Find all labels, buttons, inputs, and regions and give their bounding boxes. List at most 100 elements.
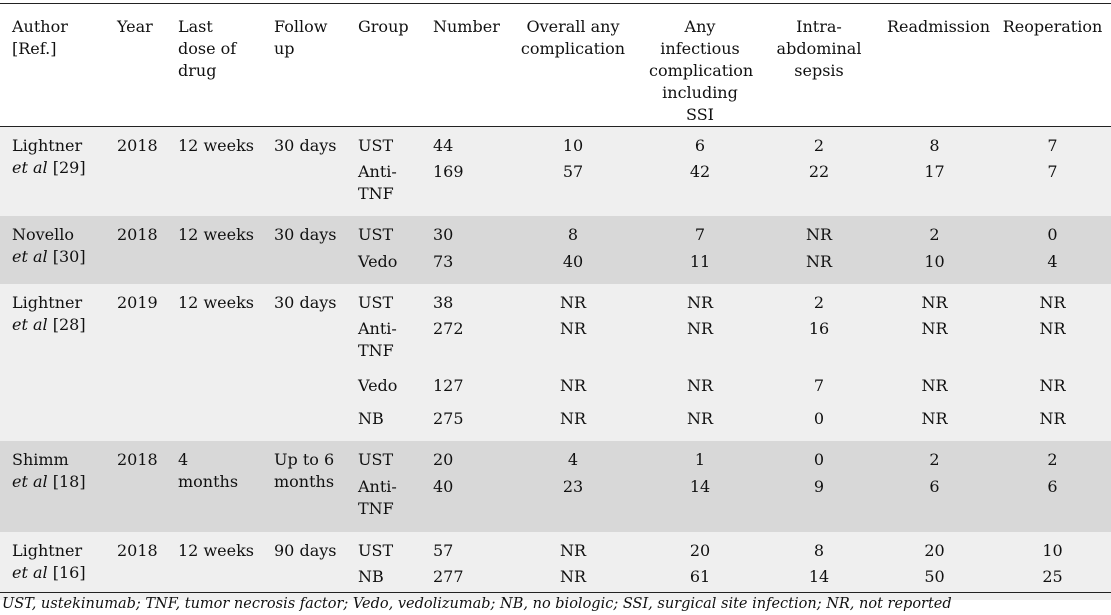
author-ref: et al [16] [12, 562, 99, 584]
reoperation-cell: 10 [1042, 540, 1063, 560]
number-cell: 275 [433, 408, 464, 428]
number-cell: 73 [433, 251, 454, 271]
readmission-cell: NR [921, 318, 948, 338]
et-al: et al [12, 246, 48, 266]
infectious-complication-cell: 7 [694, 224, 706, 244]
follow-up-cell: Up to 6 months [262, 441, 346, 532]
number-cell: 169 [433, 161, 464, 181]
table-row: Novello et al [30] 2018 12 weeks 30 days UST 3… [0, 215, 1111, 266]
number-cell: 57 [433, 540, 454, 560]
infectious-complication-cell: NR [686, 318, 714, 338]
infectious-complication-cell: NR [686, 408, 714, 428]
cell-line: TNF [358, 183, 394, 203]
sepsis-cell: 2 [813, 136, 825, 155]
header-line: drug [178, 61, 217, 80]
overall-complication-cell: 57 [562, 161, 584, 181]
header-line: Last [178, 17, 213, 36]
header-line: Intra- [796, 17, 842, 36]
follow-up-cell: 30 days [262, 216, 346, 284]
cell-line: Vedo [358, 375, 398, 395]
overall-complication-cell: NR [559, 375, 587, 395]
overall-complication-cell: NR [559, 540, 587, 560]
header-line: Year [117, 17, 153, 36]
overall-complication-cell: NR [559, 408, 587, 428]
cell-line: 30 days [274, 224, 337, 244]
year-cell: 2018 [117, 540, 158, 560]
number-cell: 40 [433, 476, 454, 496]
header-readmission: Readmission [875, 4, 990, 127]
author-cell: Lightner et al [29] [0, 127, 105, 216]
et-al: et al [12, 158, 48, 177]
last-dose-cell: 12 weeks [166, 216, 262, 284]
sepsis-cell: NR [805, 251, 833, 271]
sepsis-cell: 16 [808, 318, 830, 338]
infectious-complication-cell: 42 [689, 161, 711, 181]
header-line: dose of [178, 39, 237, 58]
last-dose-cell: 4 months [166, 441, 262, 532]
header-reoperation: Reoperation [988, 4, 1111, 127]
readmission-cell: 17 [924, 161, 945, 181]
cell-line: NB [358, 408, 384, 428]
table-row: Lightner et al [29] 2018 12 weeks 30 days UST… [0, 126, 1111, 177]
reoperation-cell: 0 [1047, 224, 1058, 244]
last-dose-cell: 12 weeks [166, 532, 262, 600]
reoperation-cell: NR [1039, 408, 1066, 428]
header-line: infectious [660, 39, 740, 58]
cell-line: Vedo [358, 251, 398, 271]
author-ref: et al [29] [12, 157, 99, 179]
cell-line: TNF [358, 340, 394, 360]
reoperation-cell: 7 [1047, 161, 1058, 181]
reoperation-cell: NR [1039, 375, 1066, 395]
table-row: Shimm et al [18] 2018 4 months Up to 6 months U… [0, 440, 1111, 491]
group-cell: Anti- TNF [346, 475, 421, 532]
et-al: et al [12, 314, 48, 334]
reoperation-cell: 6 [1047, 476, 1058, 496]
group-cell: UST [346, 532, 421, 565]
reoperation-cell: NR [1039, 292, 1066, 312]
overall-complication-cell: 40 [562, 251, 584, 271]
cell-line: Anti- [358, 161, 397, 181]
group-cell: UST [346, 284, 421, 317]
reoperation-cell: 7 [1047, 136, 1058, 155]
group-cell: Vedo [346, 250, 421, 284]
infectious-complication-cell: NR [686, 292, 714, 312]
table-row: Lightner et al [16] 2018 12 weeks 90 days UST… [0, 531, 1111, 582]
author-ref: et al [28] [12, 314, 99, 336]
cell-line: UST [358, 449, 394, 469]
header-number: Number [421, 4, 503, 127]
group-cell: Vedo [346, 374, 421, 407]
reference: [28] [52, 314, 86, 334]
group-cell: Anti- TNF [346, 317, 421, 374]
cell-line: TNF [358, 498, 394, 518]
year-cell: 2018 [117, 136, 158, 155]
cell-line: months [178, 471, 239, 491]
number-cell: 127 [433, 375, 464, 395]
author-cell: Lightner et al [28] [0, 284, 105, 441]
cell-line: 4 [178, 449, 189, 469]
number-cell: 272 [433, 318, 464, 338]
sepsis-cell: 8 [813, 540, 825, 560]
group-cell: NB [346, 407, 421, 441]
header-line: up [274, 39, 295, 58]
infectious-complication-cell: 1 [694, 449, 706, 469]
header-line: Reoperation [1002, 17, 1103, 36]
table-top-rule [0, 3, 1111, 4]
header-last-dose: Last dose of drug [166, 4, 262, 127]
readmission-cell: 6 [929, 476, 940, 496]
sepsis-cell: 2 [813, 292, 825, 312]
sepsis-cell: 14 [808, 566, 830, 586]
group-cell: UST [346, 127, 421, 160]
reoperation-cell: 4 [1047, 251, 1058, 271]
author-cell: Novello et al [30] [0, 216, 105, 284]
overall-complication-cell: 23 [562, 476, 584, 496]
follow-up-cell: 30 days [262, 284, 346, 441]
year-cell: 2018 [117, 224, 158, 244]
number-cell: 38 [433, 292, 454, 312]
header-line: Overall any [526, 17, 620, 36]
reoperation-cell: NR [1039, 318, 1066, 338]
sepsis-cell: 22 [808, 161, 830, 181]
reoperation-cell: 2 [1047, 449, 1058, 469]
follow-up-cell: 90 days [262, 532, 346, 600]
et-al: et al [12, 562, 48, 582]
header-infectious-complication: Any infectious complication including SSI [637, 4, 757, 127]
